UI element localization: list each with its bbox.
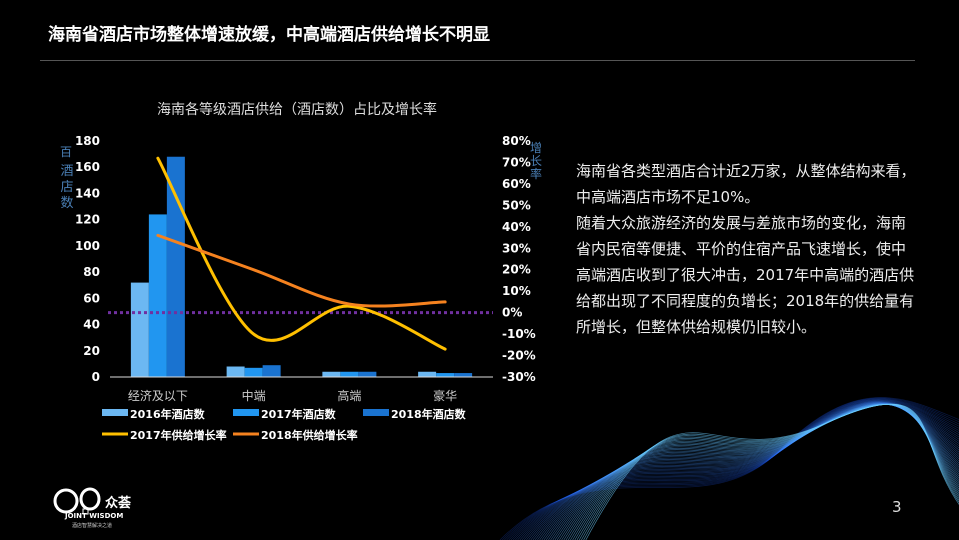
logo: 众荟 JOINT WISDOM 酒店智慧解决之道 <box>50 485 160 530</box>
x-tick: 中端 <box>242 388 266 403</box>
wave-line <box>507 399 959 540</box>
bar-2018年酒店数 <box>167 157 185 377</box>
y-right-label: 增长率 <box>530 141 542 181</box>
bar-2016年酒店数 <box>227 367 245 377</box>
legend-label: 2017年供给增长率 <box>130 428 227 442</box>
wave-line <box>581 404 959 540</box>
x-tick: 经济及以下 <box>128 388 188 403</box>
logo-name: JOINT WISDOM <box>64 512 123 520</box>
y-left-unit: 百 <box>60 145 72 159</box>
description-paragraph: 随着大众旅游经济的发展与差旅市场的变化，海南省内民宿等便捷、平价的住宿产品飞速增… <box>576 210 916 340</box>
wave-line <box>586 404 959 540</box>
bar-2017年酒店数 <box>245 368 263 377</box>
y-right-tick: 20% <box>502 263 531 277</box>
y-left-tick: 100 <box>75 239 100 253</box>
wave-line <box>551 404 959 540</box>
y-left-tick: 20 <box>83 344 100 358</box>
y-left-tick: 120 <box>75 213 100 227</box>
y-left-tick: 140 <box>75 186 100 200</box>
legend-label: 2018年供给增长率 <box>261 428 358 442</box>
y-left-label-char: 酒 <box>60 164 73 179</box>
chart: 海南各等级酒店供给（酒店数）占比及增长率 百 酒店数 增长率 0 20 40 60 80… <box>0 0 560 460</box>
y-right-label-char: 率 <box>530 166 542 181</box>
y-left-label-char: 店 <box>60 180 73 195</box>
y-right-tick: -30% <box>502 370 536 384</box>
page-number: 3 <box>892 498 902 516</box>
description: 海南省各类型酒店合计近2万家，从整体结构来看，中高端酒店市场不足10%。 随着大… <box>576 158 916 340</box>
wave-line <box>546 404 959 540</box>
wave-line <box>584 404 959 540</box>
line-2018年供给增长率 <box>158 235 445 306</box>
legend-label: 2018年酒店数 <box>391 407 467 421</box>
y-right-label-char: 长 <box>530 154 542 168</box>
line-2017年供给增长率 <box>158 158 445 349</box>
y-right-tick: 10% <box>502 284 531 298</box>
logo-brand: 众荟 <box>105 495 132 511</box>
y-right-tick: 50% <box>502 198 531 212</box>
wave-line <box>502 398 959 540</box>
wave-line <box>548 404 959 540</box>
x-tick: 高端 <box>337 388 361 403</box>
bar-2018年酒店数 <box>358 372 376 377</box>
y-right-tick: -10% <box>502 327 536 341</box>
bar-2018年酒店数 <box>454 373 472 377</box>
y-left-tick: 60 <box>83 291 100 305</box>
y-right-tick: 0% <box>502 306 522 320</box>
legend-swatch <box>102 409 128 416</box>
bar-2017年酒店数 <box>340 372 358 377</box>
legend-swatch <box>233 409 259 416</box>
legend-label: 2017年酒店数 <box>261 407 337 421</box>
chart-title: 海南各等级酒店供给（酒店数）占比及增长率 <box>157 101 437 118</box>
y-right-tick: 40% <box>502 220 531 234</box>
logo-tagline: 酒店智慧解决之道 <box>72 522 112 529</box>
y-right-tick: -20% <box>502 349 536 363</box>
y-left-tick: 0 <box>92 370 100 384</box>
y-left-tick: 180 <box>75 134 100 148</box>
bar-2017年酒店数 <box>436 373 454 377</box>
wave-line <box>544 404 959 540</box>
legend-swatch <box>363 409 389 416</box>
y-left-tick: 160 <box>75 160 100 174</box>
y-right-tick: 70% <box>502 155 531 169</box>
y-right-tick: 60% <box>502 177 531 191</box>
y-right-tick: 80% <box>502 134 531 148</box>
y-left-label: 酒店数 <box>60 164 73 211</box>
y-right-tick: 30% <box>502 241 531 255</box>
y-left-tick: 80 <box>83 265 100 279</box>
bar-2016年酒店数 <box>131 283 149 377</box>
x-tick: 豪华 <box>433 388 457 403</box>
legend-label: 2016年酒店数 <box>130 407 206 421</box>
y-left-tick: 40 <box>83 318 100 332</box>
bar-2016年酒店数 <box>418 372 436 377</box>
y-left-label-char: 数 <box>60 196 73 211</box>
wave-line <box>579 404 959 540</box>
y-right-label-char: 增 <box>530 141 542 155</box>
description-paragraph: 海南省各类型酒店合计近2万家，从整体结构来看，中高端酒店市场不足10%。 <box>576 158 916 210</box>
bar-2016年酒店数 <box>322 372 340 377</box>
wave-line <box>520 401 959 540</box>
bar-2018年酒店数 <box>263 365 281 377</box>
